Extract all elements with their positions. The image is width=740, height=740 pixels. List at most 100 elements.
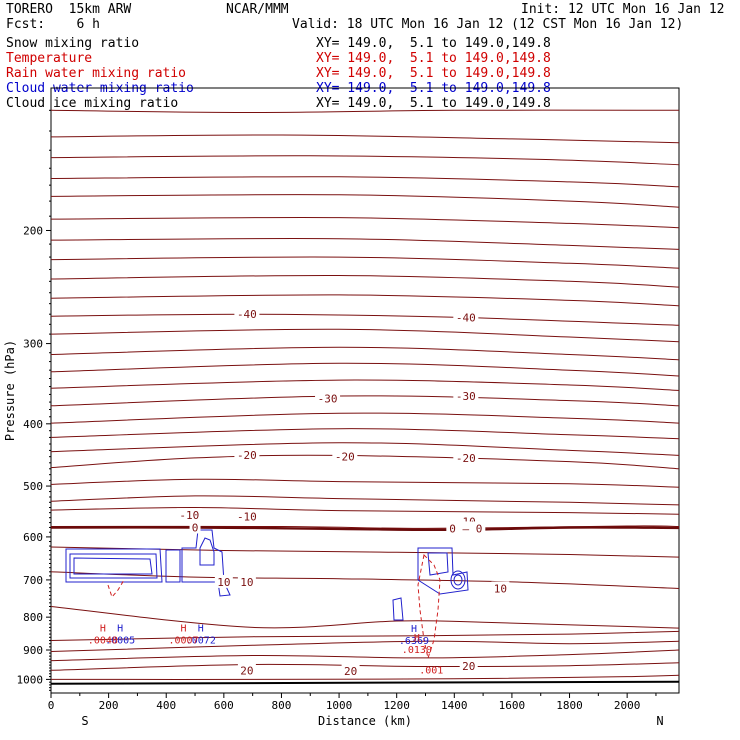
x-tick-label: 200: [99, 699, 119, 712]
cloud-water-contour: [427, 552, 449, 576]
y-tick-label: 300: [23, 338, 43, 351]
isotherm-line: [50, 379, 680, 391]
isotherm-line: [50, 362, 680, 377]
plot-frame: [50, 87, 680, 694]
temperature-label-bg: [459, 658, 478, 672]
cloud-water-max-value: .0005: [105, 635, 135, 646]
rain-max-value: .0130: [402, 645, 432, 656]
isotherm-line: [50, 155, 680, 166]
rain-max-marker: H: [414, 633, 420, 644]
init-time: Init: 12 UTC Mon 16 Jan 12: [521, 2, 725, 17]
y-tick-label: 900: [23, 644, 43, 657]
temperature-label: 20: [344, 665, 357, 678]
y-tick-label: 600: [23, 531, 43, 544]
field-xsec-temperature: XY= 149.0, 5.1 to 149.0,149.8: [316, 51, 551, 66]
cloud-water-max-marker: H: [411, 624, 417, 635]
rain-contour: [417, 553, 441, 660]
isotherm-line: [50, 428, 680, 440]
temperature-label-bg: [214, 574, 233, 588]
freezing-level-line: [50, 526, 680, 532]
cloud-water-contour: [69, 553, 158, 579]
temperature-label-bg: [446, 521, 486, 535]
cloud-water-max-marker: H: [117, 623, 123, 634]
cloud-water-contour: [417, 547, 469, 595]
cloud-water-contours: [65, 529, 469, 621]
x-axis-label: Distance (km): [318, 714, 412, 728]
temperature-label-bg: [234, 307, 260, 321]
isotherm-line: [50, 649, 680, 662]
temperature-label: -30: [456, 390, 476, 403]
y-tick-label: 1000: [17, 673, 44, 686]
temperature-label-bg: [341, 663, 360, 677]
isotherm-line: [50, 495, 680, 506]
cloud-water-contour: [450, 570, 466, 590]
isotherm-line: [50, 346, 680, 361]
isotherm-line: [50, 606, 680, 629]
temperature-label-bg: [234, 447, 260, 461]
isotherm-line: [50, 525, 680, 529]
isotherm-line: [50, 237, 680, 250]
isotherm-line: [50, 454, 680, 470]
x-tick-label: 800: [272, 699, 292, 712]
cloud-water-contour: [73, 557, 153, 575]
x-tick-label: 1400: [441, 699, 468, 712]
cloud-water-contour: [181, 529, 231, 597]
model-title: TORERO 15km ARW: [6, 2, 132, 17]
field-name-cloud-ice: Cloud ice mixing ratio: [6, 96, 179, 111]
isotherm-line: [50, 216, 680, 229]
x-tick-label: 600: [214, 699, 234, 712]
y-tick-label: 500: [23, 480, 43, 493]
y-tick-label: 700: [23, 574, 43, 587]
isotherm-line: [50, 506, 680, 515]
cloud-water-max-marker: H: [198, 623, 204, 634]
temperature-label: -10: [456, 516, 476, 529]
rain-max-value: .0048: [88, 635, 118, 646]
isotherm-line: [50, 194, 680, 208]
temperature-label-bg: [453, 450, 479, 464]
field-name-rain: Rain water mixing ratio: [6, 66, 187, 81]
isotherm-line: [50, 274, 680, 288]
temperature-label: 10: [217, 576, 230, 589]
cloud-water-max-value: .6369: [399, 636, 429, 647]
temperature-label: 20: [462, 660, 475, 673]
temperature-label: 10: [494, 583, 507, 596]
x-tick-label: 1800: [556, 699, 583, 712]
temperature-label: -20: [237, 449, 257, 462]
x-tick-label: 400: [156, 699, 176, 712]
temperature-label-bg: [453, 310, 479, 324]
field-xsec-snow: XY= 149.0, 5.1 to 149.0,149.8: [316, 36, 551, 51]
cloud-water-contour: [392, 597, 404, 621]
center-title: NCAR/MMM: [226, 2, 289, 17]
temperature-label: 0: [192, 521, 199, 534]
isotherm-line: [50, 478, 680, 488]
cloud-water-contour: [65, 548, 163, 583]
temperature-label: -40: [237, 308, 257, 321]
field-name-cloud-water: Cloud water mixing ratio: [6, 81, 194, 96]
isotherm-line: [50, 176, 680, 188]
temperature-label: 20: [240, 664, 253, 677]
rain-max-marker: H: [100, 623, 106, 634]
temperature-label-bg: [234, 509, 260, 523]
y-tick-label: 200: [23, 224, 43, 237]
x-tick-label: 1200: [383, 699, 410, 712]
forecast-hour: Fcst: 6 h: [6, 17, 100, 32]
isotherm-line: [50, 294, 680, 307]
x-tick-label: 0: [48, 699, 55, 712]
temperature-label-bg: [332, 449, 358, 463]
temperature-label: 0 — 0: [449, 522, 482, 535]
x-tick-label: 1000: [326, 699, 353, 712]
temperature-label: -40: [456, 311, 476, 324]
field-xsec-cloud-ice: XY= 149.0, 5.1 to 149.0,149.8: [316, 96, 551, 111]
isotherm-line: [50, 412, 680, 424]
cloud-water-max-value: .0072: [186, 635, 216, 646]
isotherm-line: [50, 630, 680, 641]
temperature-label-bg: [189, 520, 201, 534]
y-tick-label: 400: [23, 418, 43, 431]
cloud-water-contour: [453, 574, 463, 586]
isotherm-line: [50, 674, 680, 680]
rain-contour: [107, 579, 125, 598]
rain-contour-label: .001: [419, 665, 443, 676]
isotherm-line: [50, 256, 680, 269]
isotherm-line: [50, 546, 680, 558]
